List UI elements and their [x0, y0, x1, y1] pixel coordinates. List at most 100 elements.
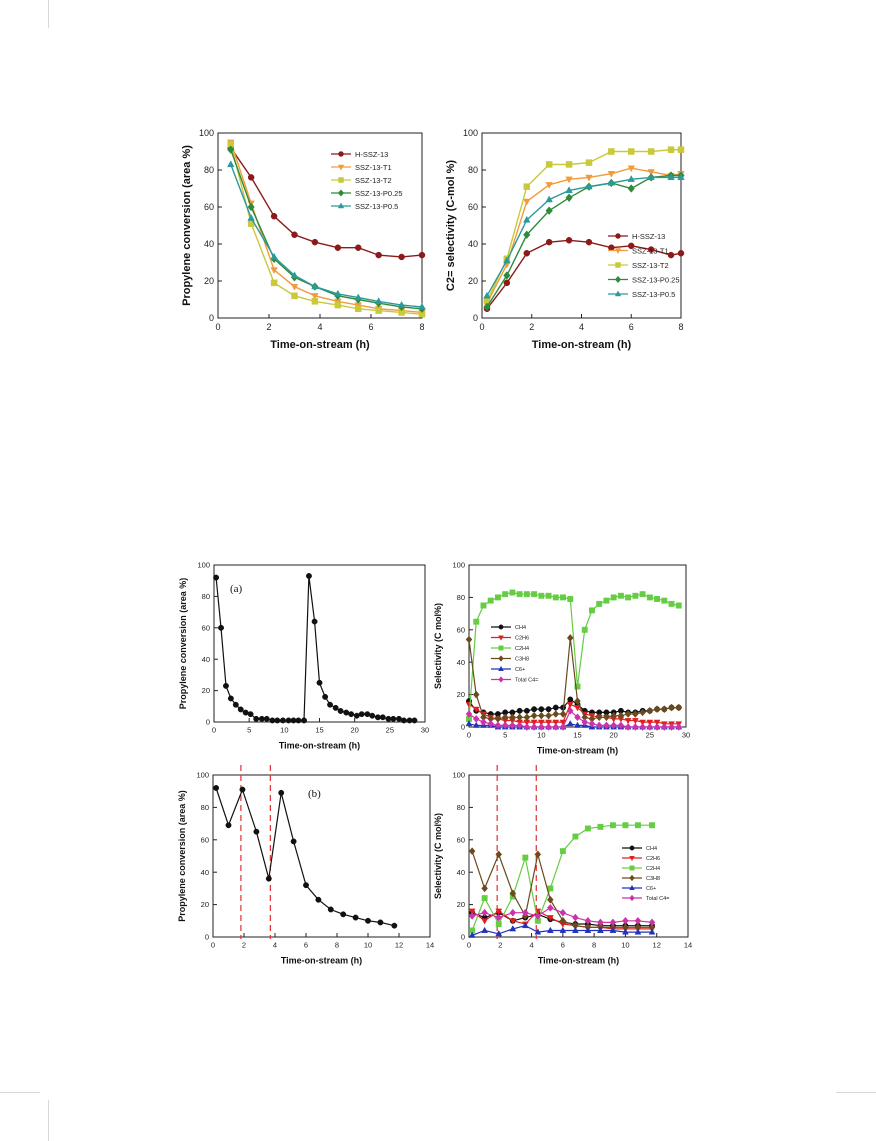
- data-point: [354, 293, 362, 301]
- data-point: [565, 186, 573, 193]
- data-point: [585, 238, 593, 246]
- data-point: [483, 291, 491, 299]
- data-point: [552, 710, 560, 718]
- y-axis-title: Propylene conversion (area %): [178, 578, 188, 710]
- y-axis-title: C2= selectivity (C-mol %): [445, 160, 457, 291]
- data-point: [468, 847, 476, 856]
- legend-label: CH4: [646, 846, 657, 852]
- data-point: [581, 718, 589, 727]
- data-point: [523, 707, 530, 714]
- x-axis-title: Time-on-stream (h): [279, 741, 360, 751]
- legend-marker: [614, 275, 622, 284]
- crop-mark: [48, 1100, 49, 1141]
- data-point: [584, 926, 592, 933]
- data-point: [596, 600, 603, 607]
- legend-label: C6+: [515, 667, 525, 673]
- data-point: [400, 717, 407, 724]
- legend-label: CH4: [515, 625, 526, 631]
- data-point: [565, 237, 573, 244]
- data-point: [481, 908, 488, 917]
- data-point: [560, 594, 566, 601]
- data-point: [270, 213, 278, 220]
- x-tick-label: 12: [653, 941, 661, 950]
- data-point: [634, 822, 641, 829]
- data-point: [609, 822, 616, 829]
- data-point: [327, 906, 334, 913]
- data-point: [213, 574, 220, 581]
- x-tick-label: 4: [273, 941, 277, 950]
- series-line: [468, 591, 679, 719]
- legend-marker: [498, 624, 504, 630]
- y-axis-title: Selectivity (C mol%): [433, 813, 443, 899]
- data-point: [566, 701, 574, 709]
- data-point: [516, 721, 523, 730]
- data-point: [648, 928, 656, 935]
- data-point: [334, 301, 342, 309]
- x-axis-title: Time-on-stream (h): [537, 746, 618, 756]
- y-tick-label: 40: [202, 655, 210, 664]
- data-point: [340, 911, 347, 918]
- cycle-b-conversion-chart: 0 2 4 6 8 10 12 14 0 20 40 60 80 100 Time-on-stream (h…: [177, 765, 434, 966]
- data-point: [545, 195, 553, 203]
- legend-marker: [498, 676, 504, 683]
- data-point: [609, 926, 617, 933]
- y-tick-label: 60: [457, 625, 465, 634]
- data-point: [418, 302, 426, 310]
- x-tick-label: 0: [212, 726, 216, 735]
- data-point: [552, 723, 560, 731]
- data-point: [218, 624, 224, 631]
- data-point: [503, 271, 511, 280]
- data-point: [227, 695, 234, 702]
- data-point: [213, 785, 220, 791]
- data-point: [263, 715, 270, 722]
- data-point: [385, 715, 392, 722]
- data-point: [290, 717, 297, 724]
- x-axis-title: Time-on-stream (h): [538, 956, 619, 966]
- data-point: [639, 723, 646, 731]
- data-point: [547, 895, 554, 904]
- data-point: [581, 626, 588, 633]
- data-point: [334, 244, 342, 251]
- data-point: [661, 723, 668, 731]
- data-point: [303, 882, 309, 889]
- data-point: [628, 242, 635, 250]
- series-line: [215, 787, 395, 927]
- data-point: [668, 703, 675, 712]
- data-point: [290, 283, 299, 291]
- data-point: [646, 706, 654, 715]
- data-point: [667, 146, 675, 153]
- data-point: [624, 723, 632, 731]
- data-point: [545, 592, 552, 599]
- series-line: [230, 143, 423, 315]
- data-point: [509, 925, 517, 932]
- y-tick-label: 100: [197, 561, 210, 570]
- data-point: [653, 705, 661, 714]
- legend-marker: [629, 874, 635, 882]
- data-point: [585, 159, 593, 166]
- data-point: [545, 238, 553, 246]
- data-point: [584, 916, 592, 925]
- data-point: [597, 926, 604, 933]
- data-point: [522, 908, 529, 917]
- data-point: [617, 711, 625, 720]
- data-point: [509, 721, 516, 730]
- data-point: [647, 173, 655, 181]
- x-axis-title: Time-on-stream (h): [281, 956, 362, 966]
- data-point: [675, 602, 682, 609]
- data-point: [648, 918, 656, 927]
- data-point: [607, 171, 616, 178]
- y-tick-label: 0: [461, 933, 465, 942]
- data-point: [322, 693, 329, 700]
- data-point: [227, 145, 235, 154]
- data-point: [315, 896, 322, 903]
- x-axis-title: Time-on-stream (h): [270, 339, 370, 351]
- data-point: [574, 721, 581, 728]
- x-tick-label: 30: [682, 731, 690, 740]
- data-point: [301, 717, 307, 724]
- data-point: [667, 251, 675, 259]
- legend-marker: [498, 655, 504, 662]
- data-point: [566, 634, 574, 642]
- data-point: [566, 720, 574, 727]
- y-axis-title: Selectivity (C mol%): [433, 603, 443, 689]
